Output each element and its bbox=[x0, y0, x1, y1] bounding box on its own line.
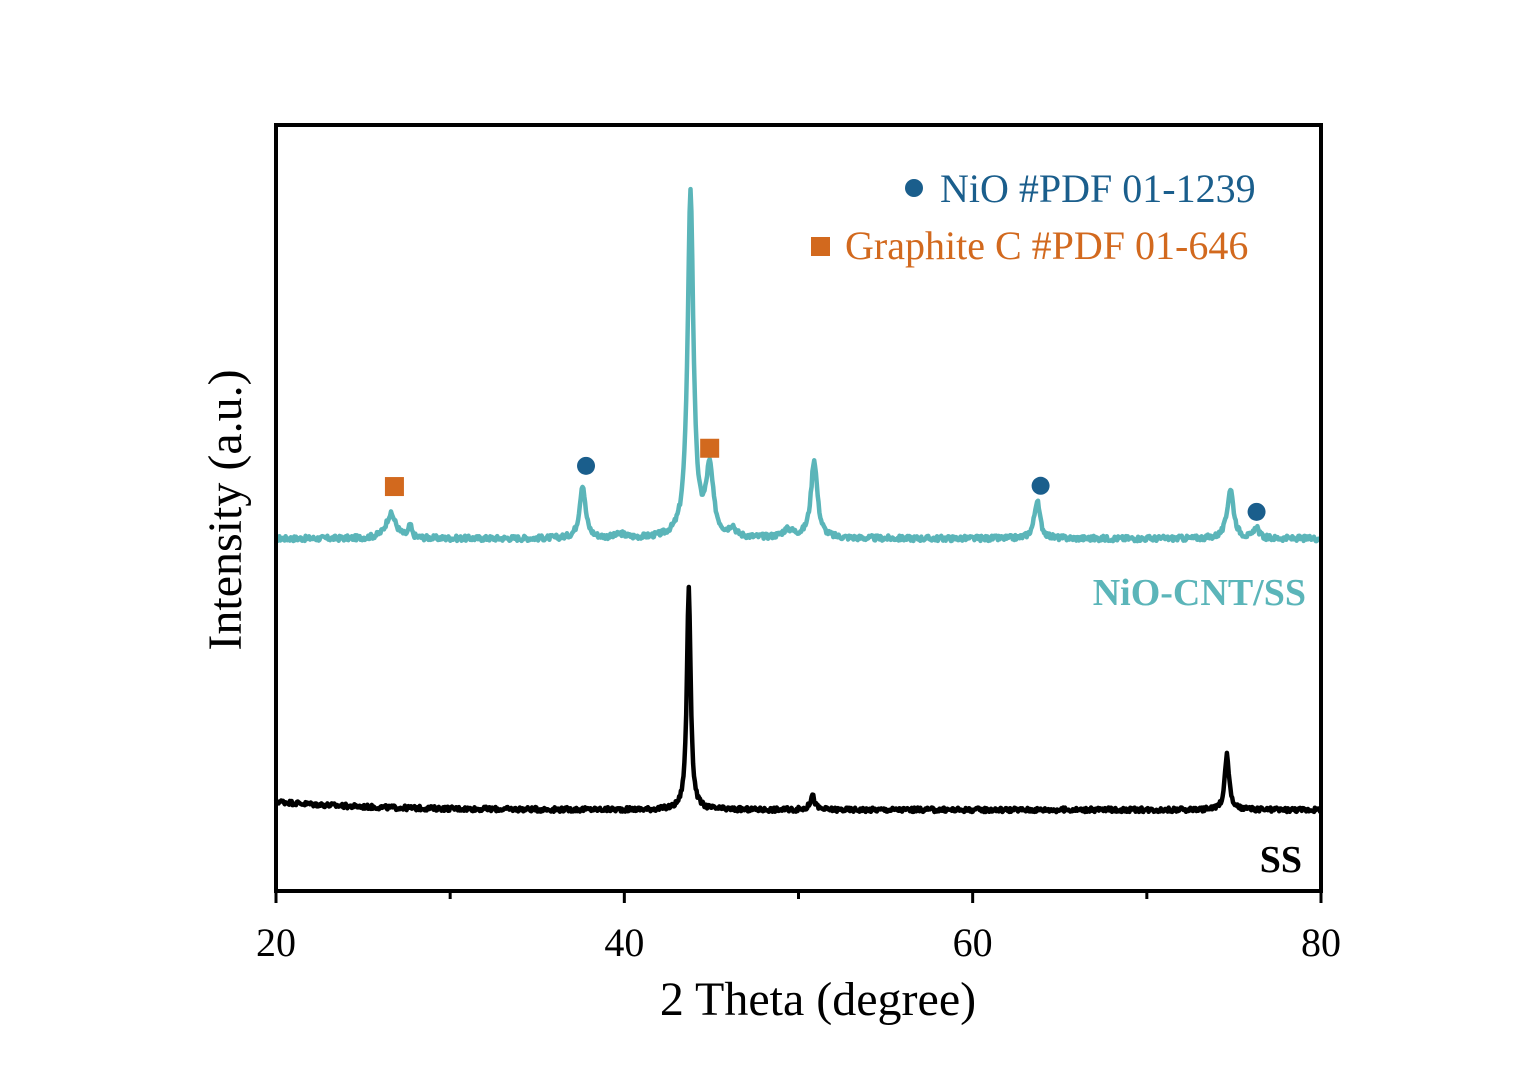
x-tick-label: 20 bbox=[256, 920, 296, 965]
x-tick-label: 60 bbox=[953, 920, 993, 965]
legend-nio-circle-icon bbox=[905, 179, 923, 197]
y-axis-title: Intensity (a.u.) bbox=[199, 369, 252, 650]
peak-marker-layer bbox=[384, 438, 1266, 521]
nio-peak-marker-circle-icon bbox=[1031, 476, 1050, 495]
series-label-nio-cnt-ss: NiO-CNT/SS bbox=[1093, 572, 1306, 614]
series-layer bbox=[273, 186, 1323, 815]
legend-label-graphite: Graphite C #PDF 01-646 bbox=[845, 223, 1248, 268]
x-tick-label: 80 bbox=[1301, 920, 1341, 965]
legend-graphite-square-icon bbox=[811, 237, 830, 256]
series-line-nio-cnt-ss bbox=[274, 186, 1323, 544]
graphite-peak-marker-square-icon bbox=[700, 438, 720, 458]
legend: NiO #PDF 01-1239 Graphite C #PDF 01-646 bbox=[811, 166, 1256, 268]
x-axis-ticks: 20 40 60 80 bbox=[256, 891, 1341, 965]
x-axis-title: 2 Theta (degree) bbox=[660, 973, 976, 1026]
graphite-peak-marker-square-icon bbox=[384, 477, 404, 497]
nio-peak-marker-circle-icon bbox=[1247, 502, 1266, 521]
series-line-ss bbox=[273, 584, 1323, 815]
series-label-ss: SS bbox=[1260, 839, 1302, 881]
nio-peak-marker-circle-icon bbox=[577, 456, 596, 475]
x-tick-label: 40 bbox=[604, 920, 644, 965]
legend-label-nio: NiO #PDF 01-1239 bbox=[940, 166, 1256, 211]
